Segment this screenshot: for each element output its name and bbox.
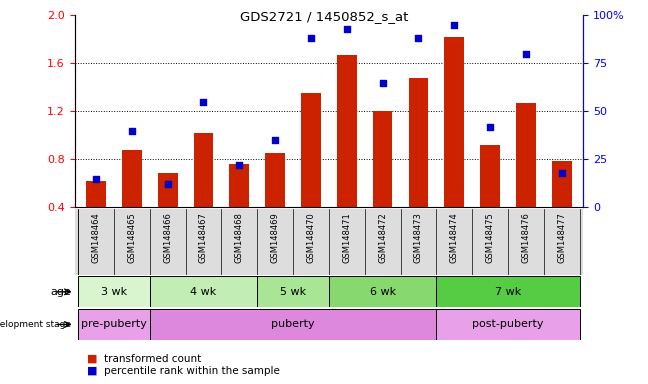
- Point: [306, 35, 316, 41]
- Bar: [337, 55, 356, 207]
- Bar: [78, 276, 150, 307]
- Bar: [301, 93, 321, 207]
- Text: puberty: puberty: [272, 319, 315, 329]
- Bar: [265, 153, 285, 207]
- Text: GSM148468: GSM148468: [235, 213, 244, 263]
- Text: age: age: [51, 287, 71, 297]
- Bar: [194, 133, 213, 207]
- Point: [91, 175, 101, 182]
- Text: 4 wk: 4 wk: [191, 287, 216, 297]
- Point: [449, 22, 459, 28]
- Bar: [150, 309, 436, 340]
- Text: GSM148476: GSM148476: [522, 213, 530, 263]
- Text: GSM148472: GSM148472: [378, 213, 387, 263]
- Text: GSM148469: GSM148469: [271, 213, 280, 263]
- Bar: [158, 172, 178, 207]
- Point: [163, 181, 173, 187]
- Point: [521, 51, 531, 57]
- Text: ■: ■: [87, 366, 98, 376]
- Bar: [373, 111, 393, 207]
- Text: transformed count: transformed count: [104, 354, 201, 364]
- Text: GSM148474: GSM148474: [450, 213, 459, 263]
- Text: GSM148470: GSM148470: [307, 213, 316, 263]
- Point: [341, 26, 352, 32]
- Text: GSM148467: GSM148467: [199, 213, 208, 263]
- Bar: [86, 181, 106, 207]
- Point: [377, 79, 388, 86]
- Text: GSM148465: GSM148465: [128, 213, 136, 263]
- Text: 7 wk: 7 wk: [495, 287, 521, 297]
- Bar: [122, 150, 142, 207]
- Bar: [229, 164, 249, 207]
- Text: GDS2721 / 1450852_s_at: GDS2721 / 1450852_s_at: [240, 10, 408, 23]
- Text: 3 wk: 3 wk: [101, 287, 127, 297]
- Text: GSM148466: GSM148466: [163, 213, 172, 263]
- Text: post-puberty: post-puberty: [472, 319, 544, 329]
- Text: development stage: development stage: [0, 320, 71, 329]
- Text: GSM148475: GSM148475: [485, 213, 494, 263]
- Text: 6 wk: 6 wk: [369, 287, 396, 297]
- Bar: [78, 309, 150, 340]
- Text: GSM148464: GSM148464: [91, 213, 100, 263]
- Text: GSM148477: GSM148477: [557, 213, 566, 263]
- Point: [198, 99, 209, 105]
- Point: [557, 170, 567, 176]
- Bar: [480, 145, 500, 207]
- Text: pre-puberty: pre-puberty: [81, 319, 147, 329]
- Bar: [516, 103, 536, 207]
- Bar: [329, 276, 436, 307]
- Point: [126, 127, 137, 134]
- Bar: [257, 276, 329, 307]
- Text: GSM148473: GSM148473: [414, 213, 423, 263]
- Text: percentile rank within the sample: percentile rank within the sample: [104, 366, 279, 376]
- Text: ■: ■: [87, 354, 98, 364]
- Bar: [409, 78, 428, 207]
- Point: [485, 124, 495, 130]
- Point: [234, 162, 244, 168]
- Text: GSM148471: GSM148471: [342, 213, 351, 263]
- Bar: [445, 37, 464, 207]
- Point: [270, 137, 281, 143]
- Bar: [150, 276, 257, 307]
- Bar: [436, 309, 579, 340]
- Text: 5 wk: 5 wk: [280, 287, 306, 297]
- Point: [413, 35, 424, 41]
- Bar: [552, 161, 572, 207]
- Bar: [436, 276, 579, 307]
